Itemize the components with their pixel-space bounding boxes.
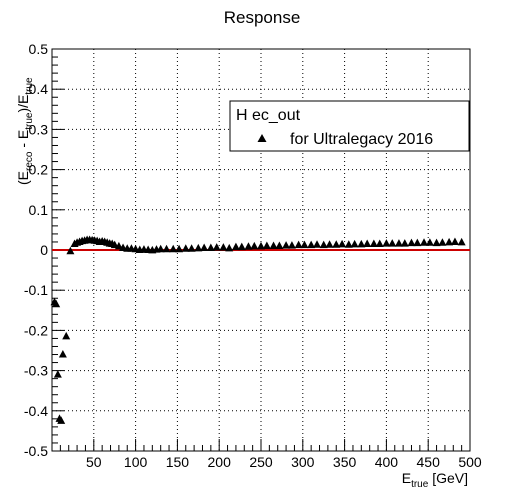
data-point-triangle <box>457 237 466 246</box>
legend-box <box>229 100 470 152</box>
data-point-triangle <box>162 244 171 253</box>
data-point-triangle <box>313 240 322 248</box>
y-axis-label: (Ereco - Etrue)/Etrue <box>15 77 35 185</box>
data-point-triangle <box>219 243 228 251</box>
data-point-triangle <box>231 242 240 251</box>
data-point-triangle <box>450 237 459 245</box>
x-tick-label: 350 <box>333 454 357 470</box>
data-point-triangle <box>294 240 303 249</box>
data-point-triangle <box>432 238 441 247</box>
y-tick-label: 0 <box>40 242 48 258</box>
data-point-triangle <box>175 244 184 253</box>
data-point-triangle <box>300 240 309 249</box>
data-point-triangle <box>369 239 378 247</box>
x-tick-label: 200 <box>208 454 232 470</box>
data-point-triangle <box>257 241 265 250</box>
x-tick-label: 450 <box>417 454 441 470</box>
y-tick-label: 0.5 <box>29 41 49 57</box>
legend-marker-triangle-icon <box>257 134 267 142</box>
legend: H ec_out for Ultralegacy 2016 <box>229 100 470 152</box>
data-point-triangle <box>114 241 123 250</box>
data-point-triangle <box>420 238 429 246</box>
y-tick-label: -0.2 <box>24 322 48 338</box>
data-point-triangle <box>413 238 422 247</box>
data-point-triangle <box>438 238 447 246</box>
x-tick-label: 500 <box>458 454 482 470</box>
data-point-triangle <box>425 238 434 246</box>
data-point-triangle <box>262 241 271 249</box>
data-point-triangle <box>357 239 366 248</box>
y-tick-label: 0.1 <box>29 202 49 218</box>
data-point-triangle <box>282 241 291 249</box>
data-point-triangle <box>156 244 165 253</box>
data-point-triangle <box>181 244 190 252</box>
axis-tick-labels: 50 100 150 200 250 300 350 400 450 500 -0.5 -0.4 -0.… <box>24 41 482 470</box>
data-point-triangle <box>388 239 397 247</box>
data-point-triangle <box>394 239 403 247</box>
y-tick-label: -0.3 <box>24 363 48 379</box>
x-tick-label: 400 <box>375 454 399 470</box>
data-point-triangle <box>187 244 196 252</box>
data-point-triangle <box>212 243 221 251</box>
chart-title: Response <box>224 8 301 27</box>
data-point-triangle <box>200 243 209 251</box>
data-point-triangle <box>382 239 391 247</box>
data-point-triangle <box>344 240 353 248</box>
data-point-triangle <box>66 246 75 255</box>
data-point-triangle <box>58 350 67 358</box>
data-point-triangle <box>250 241 259 250</box>
data-point-triangle <box>407 238 416 247</box>
data-point-triangle <box>62 331 71 340</box>
data-point-triangle <box>325 240 334 248</box>
axis-ticks <box>52 56 471 451</box>
y-tick-label: 0.3 <box>29 121 49 137</box>
data-point-triangle <box>375 239 384 247</box>
y-tick-label: 0.2 <box>29 162 49 178</box>
data-point-triangle <box>400 239 409 247</box>
data-point-triangle <box>194 243 203 252</box>
data-point-triangle <box>225 243 234 252</box>
y-tick-label: 0.4 <box>29 81 49 97</box>
data-point-triangle <box>237 242 246 251</box>
x-tick-label: 100 <box>124 454 148 470</box>
legend-entry-label: for Ultralegacy 2016 <box>290 131 433 148</box>
y-tick-label: -0.5 <box>24 443 48 459</box>
data-point-triangle <box>52 299 61 308</box>
y-tick-label: -0.1 <box>24 282 48 298</box>
data-point-triangle <box>363 239 372 247</box>
data-point-triangle <box>350 239 359 248</box>
data-point-triangle <box>275 241 284 249</box>
data-point-triangle <box>445 237 454 246</box>
legend-header: H ec_out <box>236 107 301 124</box>
data-point-triangle <box>169 244 178 253</box>
x-tick-label: 300 <box>291 454 315 470</box>
x-tick-label: 250 <box>249 454 273 470</box>
data-point-triangle <box>269 241 278 249</box>
x-tick-label: 150 <box>166 454 190 470</box>
x-axis-label: Etrue [GeV] <box>402 470 468 490</box>
y-tick-label: -0.4 <box>24 403 48 419</box>
data-points <box>50 235 466 424</box>
data-point-triangle <box>332 240 341 248</box>
data-point-triangle <box>307 240 316 249</box>
data-point-triangle <box>53 370 62 378</box>
data-point-triangle <box>57 416 66 424</box>
data-point-triangle <box>319 240 328 249</box>
data-point-triangle <box>287 241 296 249</box>
data-point-triangle <box>338 239 347 248</box>
x-tick-label: 50 <box>86 454 102 470</box>
data-point-triangle <box>244 242 253 250</box>
data-point-triangle <box>206 243 215 251</box>
